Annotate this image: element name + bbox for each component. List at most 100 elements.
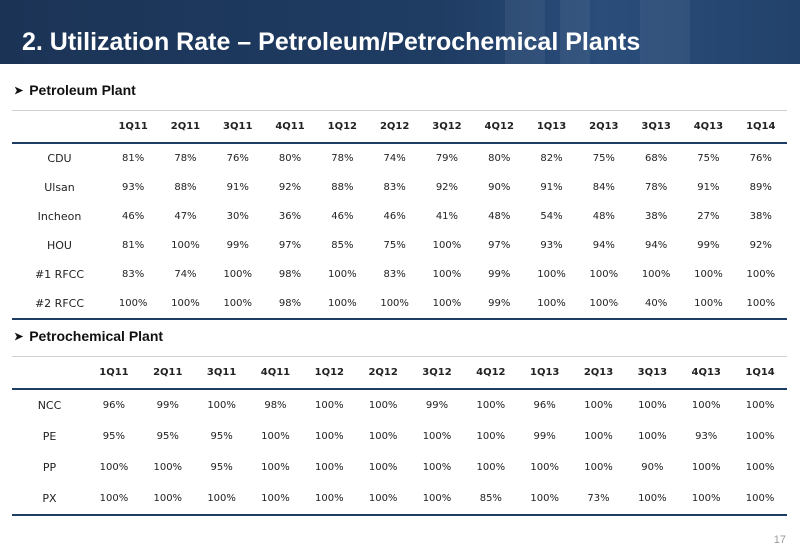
utilization-cell: 73% <box>571 483 626 516</box>
utilization-cell: 98% <box>263 289 317 320</box>
table-row: #2 RFCC 100% 100% 100% 98% 100% 100% 100% 99% 100… <box>12 289 787 320</box>
utilization-cell: 95% <box>102 431 126 442</box>
petrochemical-utilization-table: 1Q11 2Q11 3Q11 4Q11 1Q12 2Q12 3Q12 4Q12 1Q13 2Q13… <box>12 356 787 516</box>
utilization-cell: 88% <box>174 182 197 193</box>
utilization-cell: 100% <box>315 462 344 473</box>
row-label: PE <box>42 430 57 443</box>
utilization-cell: 91% <box>540 182 563 193</box>
utilization-cell: 95% <box>156 431 179 442</box>
corner-cell <box>12 356 87 390</box>
utilization-cell: 100% <box>476 431 506 442</box>
row-label: Ulsan <box>44 181 75 194</box>
utilization-cell: 47% <box>174 211 197 222</box>
utilization-cell: 100% <box>476 462 506 473</box>
utilization-cell: 90% <box>488 182 511 193</box>
column-header: 1Q14 <box>733 356 787 390</box>
utilization-cell: 100% <box>694 269 723 280</box>
utilization-cell: 100% <box>682 289 735 320</box>
table-row: PP 100% 100% 95% 100% 100% 100% 100% 100% 100% 100… <box>12 452 787 483</box>
column-header: 3Q11 <box>211 110 264 144</box>
table-row: Incheon 46% 47% 30% 36% 46% 46% 41% 48% 54% 48% 38%… <box>12 202 787 231</box>
utilization-cell: 83% <box>383 269 406 280</box>
column-header: 2Q11 <box>159 110 212 144</box>
utilization-cell: 96% <box>102 400 126 411</box>
utilization-cell: 92% <box>749 240 772 251</box>
table-row: Ulsan 93% 88% 91% 92% 88% 83% 92% 90% 91% 84% 78% 91… <box>12 173 787 202</box>
column-header: 2Q12 <box>356 356 411 390</box>
utilization-cell: 38% <box>645 211 668 222</box>
utilization-cell: 93% <box>540 240 563 251</box>
utilization-cell: 75% <box>592 153 615 164</box>
column-header: 3Q13 <box>625 356 680 390</box>
table-row: HOU 81% 100% 99% 97% 85% 75% 100% 97% 93% 94% 94% 99… <box>12 231 787 260</box>
arrow-bullet-icon: ➤ <box>14 330 24 343</box>
utilization-cell: 100% <box>420 289 474 320</box>
utilization-cell: 100% <box>638 400 667 411</box>
utilization-cell: 100% <box>679 483 734 516</box>
column-header: 4Q12 <box>463 356 518 390</box>
column-header: 3Q13 <box>629 110 683 144</box>
utilization-cell: 100% <box>584 431 613 442</box>
utilization-cell: 75% <box>697 153 720 164</box>
row-label: CDU <box>47 152 72 165</box>
utilization-cell: 100% <box>584 462 613 473</box>
utilization-cell: 100% <box>87 483 141 516</box>
column-header: 2Q12 <box>368 110 421 144</box>
utilization-cell: 97% <box>488 240 511 251</box>
utilization-cell: 100% <box>207 400 236 411</box>
utilization-cell: 100% <box>99 462 129 473</box>
utilization-cell: 100% <box>525 289 578 320</box>
utilization-cell: 92% <box>278 182 302 193</box>
utilization-cell: 93% <box>695 431 718 442</box>
table-row: NCC 96% 99% 100% 98% 100% 100% 99% 100% 96% 100% 10… <box>12 389 787 421</box>
utilization-cell: 100% <box>745 400 775 411</box>
utilization-cell: 100% <box>159 289 212 320</box>
utilization-cell: 100% <box>223 269 253 280</box>
petroleum-section-title: ➤ Petroleum Plant <box>14 82 136 98</box>
banner-stripe <box>505 0 545 64</box>
column-header: 4Q12 <box>473 110 526 144</box>
utilization-cell: 36% <box>278 211 302 222</box>
utilization-cell: 100% <box>537 269 566 280</box>
banner-stripe <box>640 0 690 64</box>
utilization-cell: 100% <box>746 269 776 280</box>
utilization-cell: 27% <box>697 211 720 222</box>
utilization-cell: 99% <box>533 431 556 442</box>
utilization-cell: 40% <box>629 289 683 320</box>
utilization-cell: 100% <box>315 400 344 411</box>
utilization-cell: 100% <box>577 289 630 320</box>
utilization-cell: 100% <box>734 289 787 320</box>
utilization-cell: 76% <box>226 153 249 164</box>
row-label: HOU <box>47 239 72 252</box>
utilization-cell: 100% <box>368 289 421 320</box>
utilization-cell: 100% <box>315 431 344 442</box>
utilization-cell: 81% <box>122 240 145 251</box>
utilization-cell: 99% <box>226 240 249 251</box>
utilization-cell: 48% <box>592 211 615 222</box>
page-title: 2. Utilization Rate – Petroleum/Petroche… <box>22 28 641 56</box>
utilization-cell: 90% <box>641 462 664 473</box>
utilization-cell: 100% <box>625 483 680 516</box>
utilization-cell: 100% <box>368 431 398 442</box>
utilization-cell: 100% <box>589 269 619 280</box>
utilization-cell: 93% <box>122 182 145 193</box>
utilization-cell: 98% <box>264 400 287 411</box>
utilization-cell: 54% <box>540 211 563 222</box>
utilization-cell: 81% <box>122 153 145 164</box>
utilization-cell: 30% <box>226 211 249 222</box>
table-row: #1 RFCC 83% 74% 100% 98% 100% 83% 100% 99% 100% 10… <box>12 260 787 289</box>
column-header: 4Q11 <box>263 110 317 144</box>
utilization-cell: 94% <box>592 240 615 251</box>
column-header: 2Q11 <box>140 356 195 390</box>
utilization-cell: 78% <box>645 182 668 193</box>
utilization-cell: 78% <box>174 153 197 164</box>
utilization-cell: 100% <box>691 400 721 411</box>
row-label: #2 RFCC <box>12 289 107 320</box>
utilization-cell: 100% <box>530 462 559 473</box>
utilization-cell: 85% <box>463 483 518 516</box>
utilization-cell: 96% <box>533 400 556 411</box>
utilization-cell: 98% <box>278 269 302 280</box>
utilization-cell: 100% <box>316 289 369 320</box>
utilization-cell: 100% <box>517 483 572 516</box>
utilization-cell: 85% <box>331 240 354 251</box>
